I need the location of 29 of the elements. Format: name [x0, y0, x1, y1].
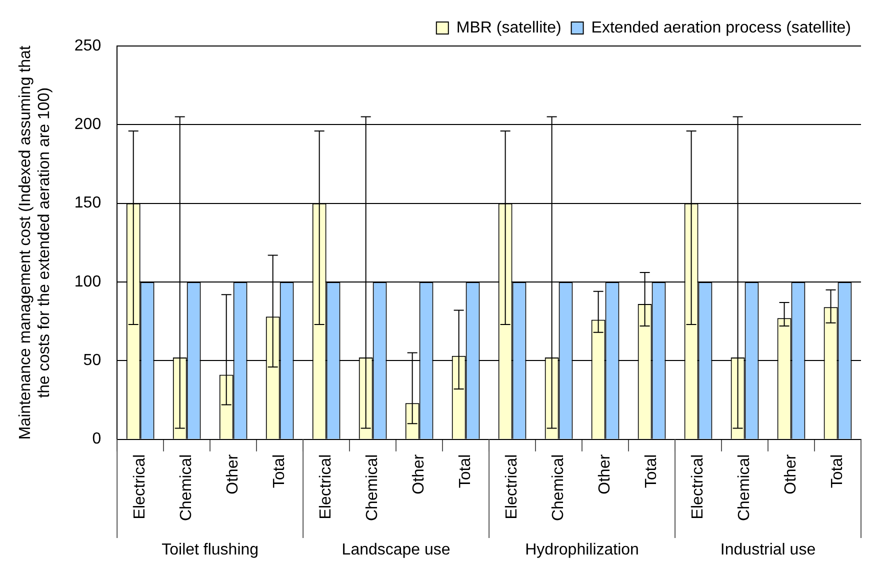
y-axis-title: Maintenance management cost (Indexed assuming that the costs for the extended aeration are 100): [17, 45, 54, 440]
x-tick-label: Total: [829, 454, 846, 488]
y-tick-label: 250: [74, 37, 102, 54]
text: Hydrophilization: [525, 541, 639, 558]
x-tick-label: Electrical: [318, 454, 335, 520]
y-tick-label: 0: [92, 430, 102, 448]
y-tick-label: 100: [74, 273, 102, 290]
legend-label: MBR (satellite): [456, 19, 562, 36]
x-tick-label: Total: [643, 454, 660, 488]
text: Landscape use: [342, 541, 450, 558]
x-tick-label: Other: [782, 454, 800, 494]
text: Industrial use: [720, 541, 816, 558]
x-tick-label: Other: [410, 454, 428, 494]
x-tick-label: Electrical: [690, 454, 707, 520]
x-tick-label: Total: [457, 454, 474, 488]
y-tick-label: 200: [74, 116, 102, 134]
x-tick-label: Other: [224, 454, 242, 494]
x-tick-label: Total: [271, 454, 288, 488]
x-tick-label: Other: [596, 454, 614, 494]
x-tick-label: Electrical: [132, 454, 149, 520]
x-tick-label: Chemical: [736, 454, 754, 521]
x-tick-label: Chemical: [178, 454, 196, 521]
x-tick-label: Chemical: [364, 454, 382, 521]
x-tick-label: Chemical: [550, 454, 568, 521]
text: Toilet flushing: [162, 541, 259, 558]
x-tick-label: Electrical: [504, 454, 521, 520]
y-tick-label: 150: [74, 194, 102, 212]
legend-label: Extended aeration process (satellite): [591, 19, 852, 36]
y-tick-label: 50: [83, 352, 102, 370]
